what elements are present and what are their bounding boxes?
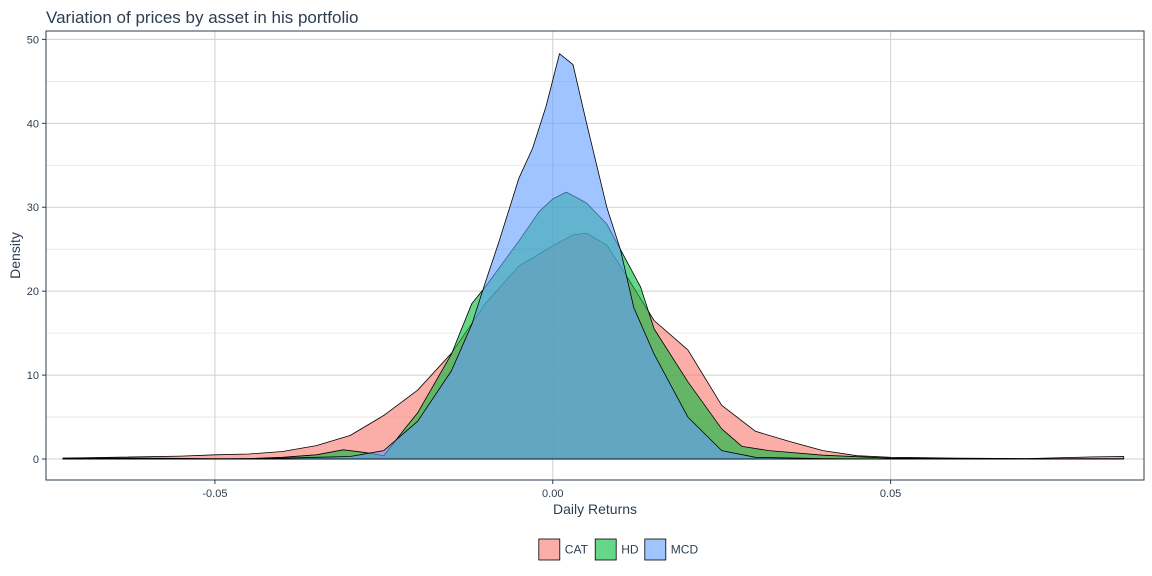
density-area-mcd — [62, 53, 1125, 460]
x-tick-label: 0.05 — [880, 488, 901, 500]
legend-key — [538, 538, 561, 561]
legend-label: CAT — [565, 543, 589, 557]
y-axis-ticks: 0 10 20 30 40 50 — [27, 34, 46, 466]
x-tick-label: -0.05 — [202, 488, 227, 500]
y-axis-title: Density — [7, 232, 23, 279]
legend-item-hd: HD — [594, 538, 639, 561]
plot-panel-border — [45, 30, 1145, 481]
y-tick-label: 50 — [27, 34, 39, 46]
y-tick-label: 0 — [33, 454, 39, 466]
x-axis-title: Daily Returns — [553, 501, 637, 517]
y-tick-label: 20 — [27, 286, 39, 298]
y-tick-label: 10 — [27, 370, 39, 382]
legend-key — [644, 538, 667, 561]
y-tick-label: 40 — [27, 118, 39, 130]
x-axis-ticks: -0.05 0.00 0.05 — [202, 480, 901, 500]
legend-label: HD — [621, 543, 639, 557]
x-tick-label: 0.00 — [542, 488, 563, 500]
legend-label: MCD — [671, 543, 699, 557]
legend-item-cat: CAT — [538, 538, 589, 561]
legend: CAT HD MCD — [538, 538, 699, 561]
legend-item-mcd: MCD — [644, 538, 699, 561]
density-areas — [62, 53, 1125, 460]
legend-key — [594, 538, 617, 561]
chart-title: Variation of prices by asset in his port… — [46, 8, 358, 27]
y-tick-label: 30 — [27, 202, 39, 214]
